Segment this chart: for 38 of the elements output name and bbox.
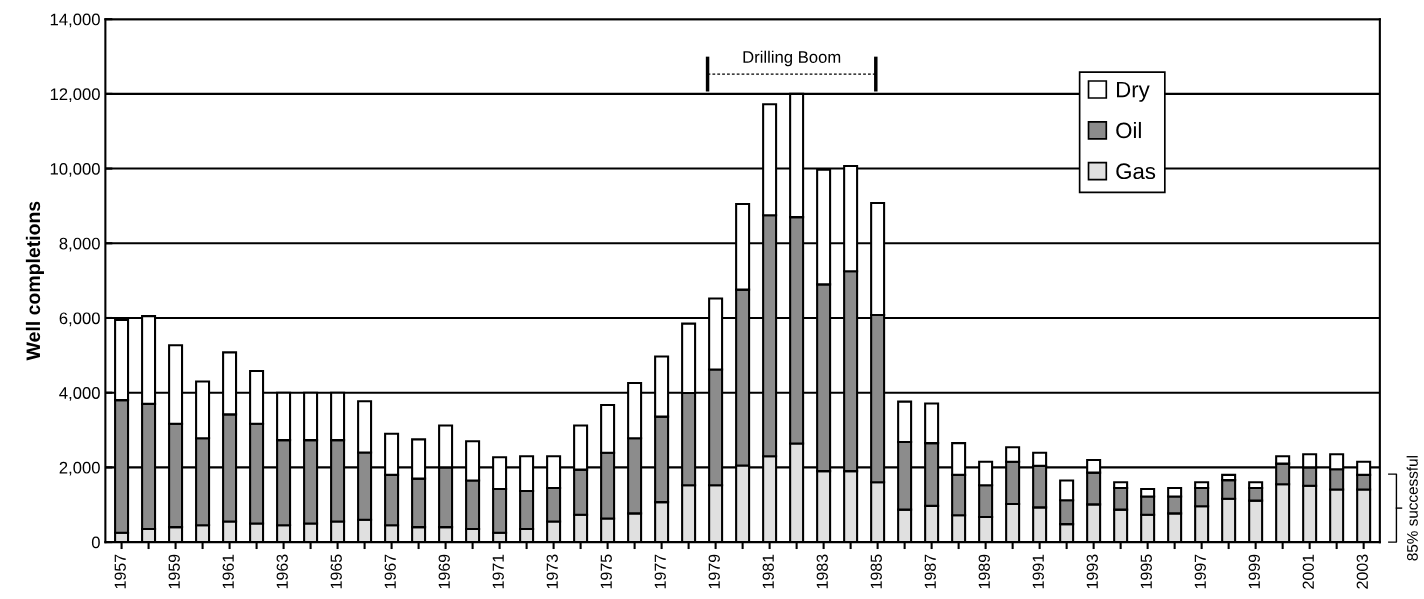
y-tick-label: 0: [91, 536, 100, 549]
y-tick-label: 6,000: [59, 312, 100, 327]
x-tick-label: 2001: [1302, 554, 1314, 589]
x-tick-label: 1997: [1194, 554, 1206, 589]
x-tick-label: 1965: [330, 554, 342, 589]
legend-label: Oil: [1116, 121, 1141, 139]
x-tick-label: 1979: [708, 554, 720, 589]
x-tick-label: 1957: [114, 554, 126, 589]
x-tick-label: 1971: [492, 554, 504, 589]
legend-label: Gas: [1116, 163, 1156, 180]
x-tick-label: 1967: [384, 554, 396, 589]
x-tick-label: 1993: [1086, 554, 1098, 589]
y-tick-label: 12,000: [50, 88, 100, 103]
y-tick-label: 14,000: [50, 13, 100, 28]
x-tick-label: 1975: [600, 554, 612, 589]
x-tick-label: 2003: [1356, 554, 1368, 589]
x-tick-label: 1963: [276, 554, 288, 589]
x-tick-label: 1981: [762, 554, 774, 589]
y-tick-label: 8,000: [59, 237, 100, 252]
y-tick-label: 2,000: [59, 461, 100, 476]
x-tick-label: 1969: [438, 554, 450, 589]
x-tick-label: 1977: [654, 554, 666, 589]
y-axis-title: Well completions: [25, 201, 44, 361]
x-tick-label: 1989: [978, 554, 990, 589]
y-tick-label: 4,000: [59, 387, 100, 401]
legend-label: Dry: [1117, 81, 1150, 102]
x-tick-label: 1999: [1248, 554, 1260, 589]
text: 85% successful: [1406, 456, 1418, 561]
x-tick-label: 1991: [1032, 554, 1044, 589]
x-tick-label: 1959: [168, 554, 180, 589]
x-tick-label: 1987: [924, 554, 936, 589]
y-tick-label: 10,000: [50, 162, 100, 177]
x-tick-label: 1995: [1140, 554, 1152, 589]
x-tick-label: 1973: [546, 554, 558, 589]
x-tick-label: 1983: [816, 554, 828, 589]
x-tick-label: 1985: [870, 554, 882, 589]
x-tick-label: 1961: [222, 554, 234, 589]
annotation: Drilling Boom: [743, 50, 841, 67]
